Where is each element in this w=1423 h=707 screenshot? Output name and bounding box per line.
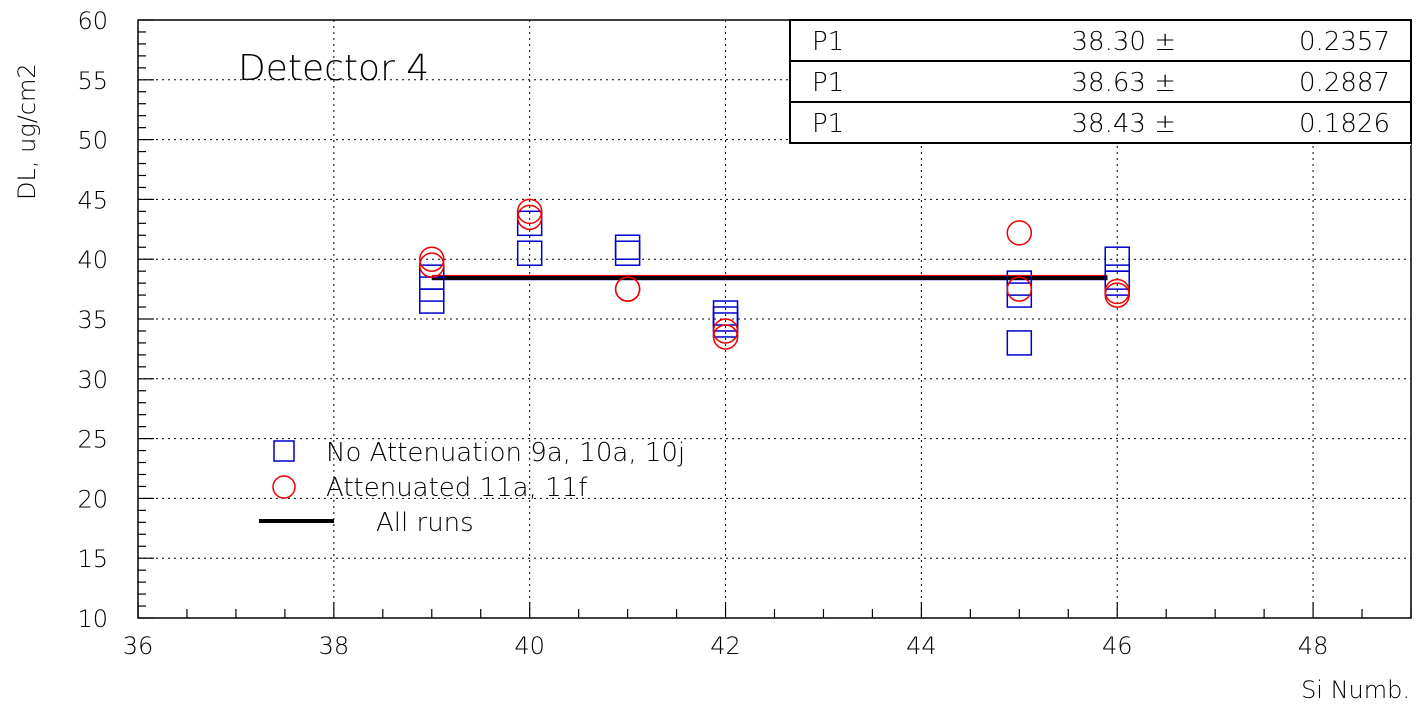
circle-marker bbox=[516, 204, 543, 231]
data-markers bbox=[419, 198, 1130, 356]
grid-lines bbox=[138, 20, 1411, 618]
x-tick-label: 46 bbox=[1102, 632, 1133, 660]
fit-stats-box: P1 38.30 ± 0.2357 P1 38.63 ± 0.2887 P1 38.43 ± 0… bbox=[789, 19, 1412, 145]
y-tick-label: 10 bbox=[77, 605, 108, 633]
y-tick-label: 55 bbox=[77, 67, 108, 95]
circle-marker bbox=[419, 246, 445, 272]
circle-marker bbox=[712, 318, 739, 344]
stat-value: 38.43 ± bbox=[1072, 109, 1176, 139]
stats-background bbox=[790, 20, 1411, 145]
stat-error: 0.2357 bbox=[1299, 27, 1390, 57]
stat-param: P1 bbox=[812, 27, 844, 57]
square-marker bbox=[516, 210, 543, 237]
circle-marker bbox=[516, 198, 543, 225]
y-tick-label: 30 bbox=[77, 366, 108, 394]
legend-label: No Attenuation 9a, 10a, 10j bbox=[326, 438, 685, 468]
circle-marker bbox=[1104, 278, 1130, 305]
legend-label: All runs bbox=[376, 508, 474, 538]
y-tick-label: 45 bbox=[77, 186, 108, 214]
circle-marker bbox=[712, 324, 739, 350]
x-tick-label: 42 bbox=[710, 632, 741, 660]
square-marker bbox=[419, 264, 445, 290]
stat-param: P1 bbox=[812, 68, 844, 98]
square-marker bbox=[1006, 330, 1033, 356]
y-tick-label: 35 bbox=[77, 306, 108, 334]
axis-ticks bbox=[137, 19, 1412, 619]
legend-label: Attenuated 11a, 11f bbox=[326, 473, 588, 503]
legend: No Attenuation 9a, 10a, 10j Attenuated 11… bbox=[259, 438, 685, 538]
legend-square-marker bbox=[273, 440, 295, 462]
y-tick-label: 25 bbox=[77, 426, 108, 454]
y-tick-label: 50 bbox=[77, 127, 108, 155]
x-tick-label: 40 bbox=[514, 632, 545, 660]
circle-marker bbox=[1006, 220, 1033, 246]
circle-marker bbox=[614, 276, 641, 302]
x-tick-label: 48 bbox=[1298, 632, 1329, 660]
square-marker bbox=[1104, 246, 1130, 272]
stat-error: 0.2887 bbox=[1299, 68, 1390, 98]
axis-tick-labels: 36 38 40 42 44 46 48 10 15 20 25 30 35 40 45 50 55 60 bbox=[77, 7, 1328, 660]
x-tick-label: 38 bbox=[319, 632, 350, 660]
fit-lines bbox=[431, 274, 1108, 281]
square-marker bbox=[516, 240, 543, 266]
y-tick-label: 20 bbox=[77, 485, 108, 513]
square-marker bbox=[614, 240, 641, 266]
y-tick-label: 60 bbox=[77, 7, 108, 35]
x-tick-label: 36 bbox=[123, 632, 154, 660]
circle-marker bbox=[1006, 276, 1033, 302]
square-marker bbox=[614, 234, 641, 260]
square-marker bbox=[1104, 264, 1130, 290]
x-tick-label: 44 bbox=[906, 632, 937, 660]
y-tick-label: 40 bbox=[77, 246, 108, 274]
stat-value: 38.63 ± bbox=[1072, 68, 1176, 98]
detector-annotation: Detector 4 bbox=[238, 48, 429, 89]
stat-error: 0.1826 bbox=[1299, 109, 1390, 139]
stats-row bbox=[789, 101, 1412, 144]
circle-marker bbox=[419, 252, 445, 278]
stat-param: P1 bbox=[812, 109, 844, 139]
y-axis-label: DL, ug/cm2 bbox=[13, 63, 41, 200]
y-tick-label: 15 bbox=[77, 545, 108, 573]
stat-value: 38.30 ± bbox=[1072, 27, 1176, 57]
x-axis-label: Si Numb. bbox=[1301, 676, 1410, 704]
legend-circle-marker bbox=[272, 475, 296, 499]
square-marker bbox=[1006, 270, 1033, 296]
